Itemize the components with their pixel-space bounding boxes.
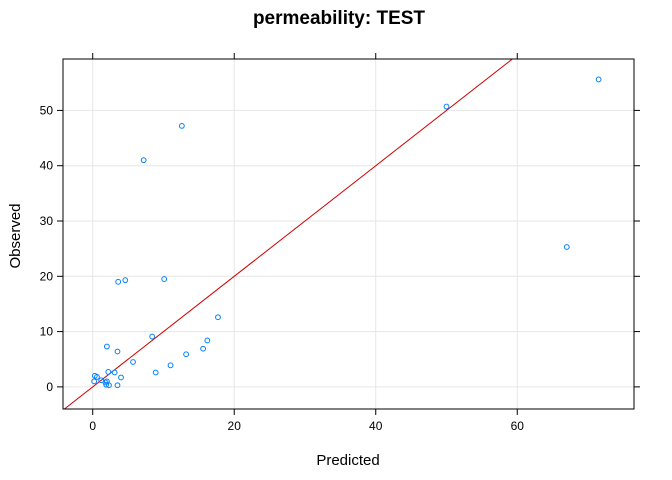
- data-point: [94, 374, 100, 380]
- data-point: [111, 369, 118, 376]
- reference-line: [63, 59, 514, 409]
- data-point: [105, 369, 112, 375]
- data-point: [91, 378, 98, 385]
- data-point: [595, 76, 602, 83]
- data-point: [443, 103, 450, 110]
- chart-title: permeability: TEST: [253, 8, 425, 29]
- data-point: [200, 345, 206, 352]
- y-tick-label: 10: [40, 325, 54, 339]
- data-point: [161, 276, 168, 282]
- data-point: [152, 369, 159, 376]
- data-point: [118, 374, 124, 381]
- y-tick-label: 40: [40, 159, 54, 173]
- grid-lines: [63, 59, 634, 409]
- data-point: [215, 314, 221, 321]
- plot-frame: [62, 58, 635, 410]
- y-axis-label: Observed: [7, 203, 24, 268]
- data-point: [114, 382, 121, 389]
- data-point: [114, 348, 121, 355]
- data-point: [106, 382, 112, 389]
- reference-line-layer: [63, 59, 514, 409]
- data-point: [563, 244, 570, 250]
- x-tick-label: 60: [511, 419, 525, 433]
- axis-ticks: 0 20 40 60 0 10 20 30 40 50: [40, 53, 640, 433]
- data-point: [130, 359, 136, 365]
- data-point: [103, 343, 110, 350]
- data-point: [167, 362, 174, 369]
- y-tick-label: 30: [40, 214, 54, 228]
- data-point: [122, 277, 129, 284]
- data-point: [149, 333, 156, 340]
- x-tick-label: 20: [228, 419, 242, 433]
- data-point: [115, 278, 122, 285]
- data-point: [204, 337, 211, 344]
- y-tick-label: 0: [46, 380, 53, 394]
- data-point: [140, 157, 147, 164]
- data-points: [91, 76, 602, 389]
- y-tick-label: 20: [40, 269, 54, 283]
- x-tick-label: 40: [369, 419, 383, 433]
- x-tick-label: 0: [89, 419, 96, 433]
- x-axis-label: Predicted: [316, 452, 379, 469]
- data-point: [103, 381, 110, 388]
- data-point: [183, 351, 190, 358]
- data-point: [178, 123, 185, 129]
- y-tick-label: 50: [40, 103, 54, 117]
